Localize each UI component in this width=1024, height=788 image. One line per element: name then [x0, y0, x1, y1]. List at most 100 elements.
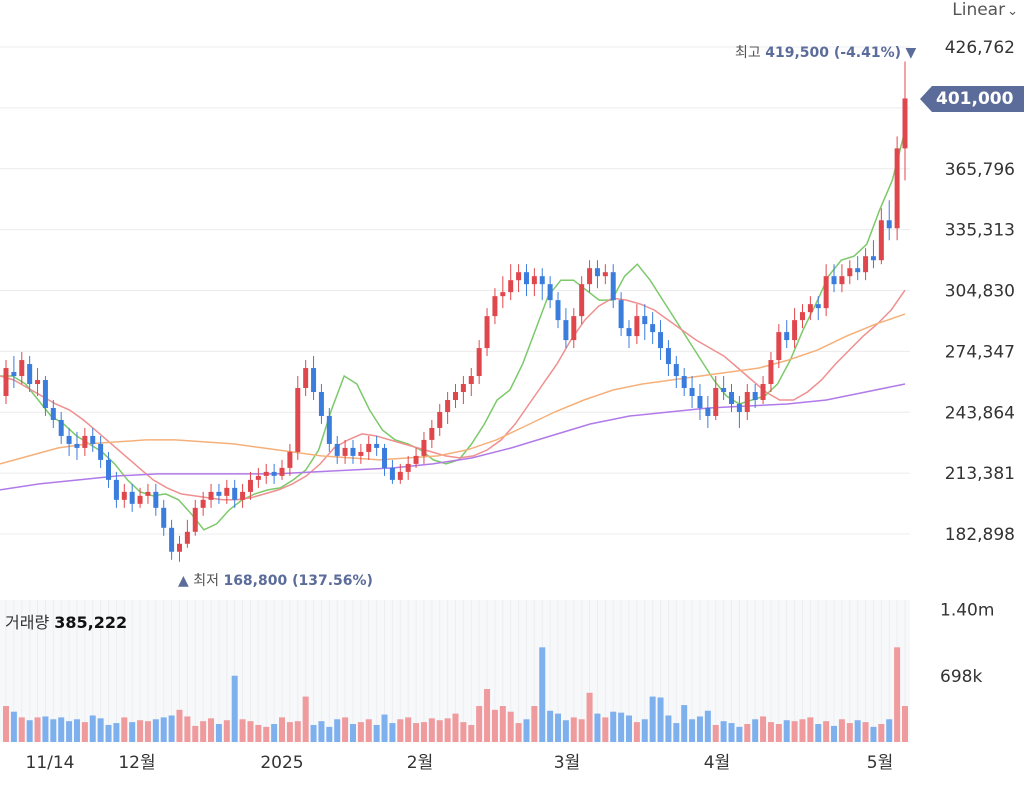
volume-bar: [184, 716, 191, 742]
volume-bar: [144, 721, 151, 742]
candle-body: [121, 491, 127, 500]
candle-body: [460, 384, 466, 393]
volume-bar: [894, 647, 901, 742]
volume-bar: [704, 710, 711, 742]
candle-body: [870, 256, 876, 261]
current-price-badge: 401,000: [920, 86, 1024, 112]
volume-bar: [854, 720, 861, 742]
volume-bar: [231, 675, 238, 742]
candle-body: [287, 451, 293, 468]
volume-tick-label: 698k: [940, 667, 982, 687]
candle-body: [453, 392, 458, 400]
candle-body: [429, 427, 435, 440]
candle-body: [153, 491, 159, 508]
volume-bar: [736, 726, 743, 742]
volume-bar: [18, 717, 25, 742]
candle-body: [35, 380, 41, 385]
volume-bar: [121, 717, 128, 742]
volume-bar: [570, 717, 577, 742]
date-axis: 11/14 12월 2025 2월 3월 4월 5월: [26, 753, 894, 773]
volume-bar: [665, 715, 672, 742]
candle-body: [98, 443, 104, 460]
volume-bar: [420, 722, 427, 742]
candle-body: [650, 324, 656, 333]
volume-bar: [491, 709, 498, 742]
volume-bar: [878, 724, 885, 742]
high-marker-label: 최고: [735, 45, 761, 61]
low-price-marker: ▲ 최저 168,800 (137.56%): [178, 570, 373, 590]
volume-bar: [712, 724, 719, 742]
volume-bar: [515, 723, 522, 742]
candle-body: [760, 384, 766, 400]
candle-body: [610, 272, 616, 301]
ma-line-ma20: [0, 289, 906, 501]
candle-body: [776, 332, 782, 361]
volume-bar: [176, 709, 183, 742]
volume-bar: [799, 719, 806, 742]
ma-line-ma5: [0, 130, 906, 531]
volume-bar: [200, 721, 207, 742]
candle-body: [397, 471, 403, 480]
candle-body: [492, 296, 498, 317]
candle-body: [382, 447, 388, 468]
candle-body: [389, 467, 395, 480]
candle-body: [500, 292, 506, 297]
volume-bar: [815, 724, 822, 742]
candle-body: [681, 376, 687, 389]
volume-bar: [381, 714, 388, 742]
x-tick-label: 12월: [118, 753, 155, 773]
x-tick-label: 2025: [260, 753, 303, 773]
candle-body: [192, 507, 198, 532]
candle-body: [807, 304, 813, 313]
volume-bar: [681, 705, 688, 742]
candle-body: [224, 487, 230, 496]
volume-bar: [902, 706, 908, 742]
candle-body: [113, 479, 119, 500]
y-tick-label: 243,864: [945, 403, 1015, 423]
volume-bar: [476, 706, 483, 742]
volume-bar: [831, 725, 838, 742]
volume-bar: [247, 721, 254, 742]
volume-bar: [129, 722, 136, 742]
volume-bar: [66, 721, 73, 742]
candle-body: [705, 407, 711, 416]
volume-bar: [168, 715, 175, 742]
candle-body: [665, 348, 671, 365]
volume-legend: 거래량 385,222: [5, 609, 127, 633]
volume-bar: [823, 721, 830, 742]
candle-body: [768, 360, 774, 385]
volume-bar: [223, 720, 230, 742]
candle-body: [350, 447, 356, 456]
candle-body: [208, 491, 214, 500]
volume-bar: [625, 715, 632, 742]
candle-body: [303, 368, 309, 389]
candle-body: [247, 479, 253, 492]
volume-bar: [89, 715, 96, 742]
candlestick-series: [3, 61, 908, 562]
scale-toggle-dropdown[interactable]: Linear ⌄: [952, 0, 1018, 20]
volume-bar: [838, 719, 845, 742]
volume-bar: [160, 717, 167, 742]
volume-bar: [208, 718, 215, 742]
volume-bar: [294, 721, 301, 742]
candle-body: [697, 396, 703, 408]
volume-bar: [389, 723, 396, 742]
volume-legend-value: 385,222: [54, 613, 128, 632]
candle-body: [736, 403, 742, 412]
candle-body: [445, 399, 451, 412]
candle-body: [295, 388, 301, 452]
price-gridlines: [0, 46, 910, 535]
candle-body: [815, 304, 821, 309]
candle-body: [784, 332, 790, 341]
x-tick-label: 5월: [867, 753, 893, 773]
candle-body: [476, 348, 482, 377]
y-tick-label: 182,898: [945, 525, 1015, 545]
volume-bar: [342, 717, 349, 742]
candle-body: [799, 312, 805, 321]
candle-body: [571, 316, 577, 341]
volume-bar: [137, 720, 144, 742]
volume-bar: [657, 697, 664, 742]
candle-body: [878, 220, 884, 261]
volume-bar: [862, 722, 869, 742]
